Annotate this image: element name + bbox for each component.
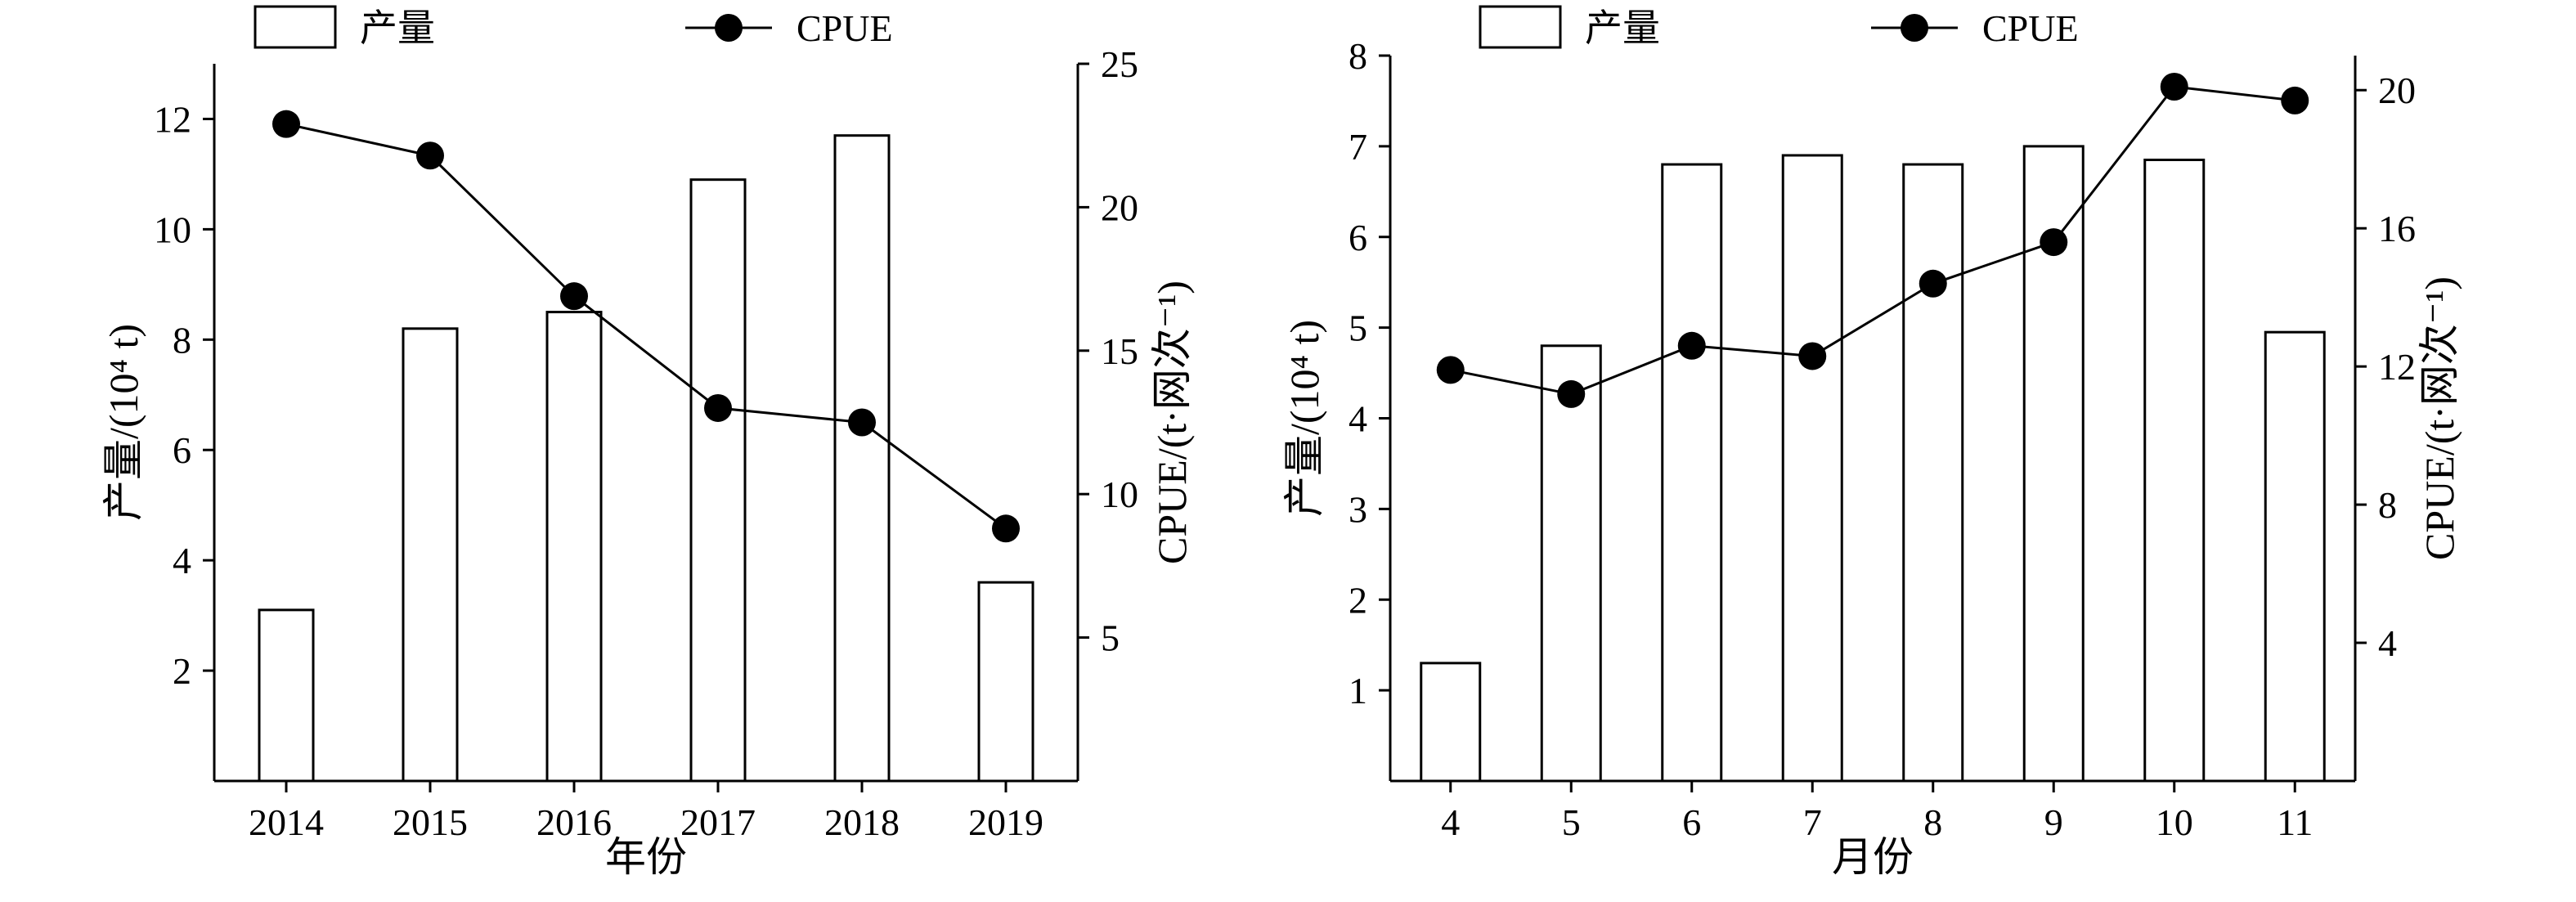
left-tick-label: 2 bbox=[173, 650, 191, 692]
annual-chart: 2 4 6 8 10 12 5 10 15 20 25 2014 2015 2016 2017 2018 201… bbox=[101, 5, 1195, 880]
x-tick-label: 7 bbox=[1803, 801, 1822, 843]
left-tick-label: 3 bbox=[1349, 488, 1367, 530]
right-axis-title: CPUE/(t·网次⁻¹) bbox=[2417, 276, 2462, 560]
right-tick-label: 4 bbox=[2378, 622, 2397, 664]
right-tick-label: 8 bbox=[2378, 484, 2397, 526]
left-tick-label: 12 bbox=[154, 98, 191, 140]
legend-bar-swatch bbox=[1479, 5, 1562, 49]
legend-bar-label: 产量 bbox=[360, 7, 435, 49]
x-tick-label: 5 bbox=[1562, 801, 1581, 843]
left-tick-label: 8 bbox=[173, 319, 191, 361]
bar-4 bbox=[1420, 662, 1482, 783]
x-axis-title: 年份 bbox=[605, 834, 687, 880]
cpue-point-2016 bbox=[560, 282, 588, 311]
bar-8 bbox=[1902, 163, 1964, 783]
cpue-point-5 bbox=[1557, 379, 1586, 408]
cpue-point-2019 bbox=[992, 514, 1020, 543]
cpue-point-8 bbox=[1919, 269, 1947, 298]
right-tick-label: 10 bbox=[1101, 473, 1138, 515]
cpue-line bbox=[285, 123, 1007, 530]
cpue-point-2014 bbox=[272, 110, 300, 138]
x-tick-label: 2014 bbox=[249, 801, 324, 843]
x-tick-label: 4 bbox=[1441, 801, 1460, 843]
legend-line-marker bbox=[1901, 14, 1928, 42]
x-tick-label: 2019 bbox=[968, 801, 1043, 843]
bar-5 bbox=[1540, 344, 1602, 783]
bar-2018 bbox=[833, 134, 891, 783]
legend-line-label: CPUE bbox=[797, 7, 893, 49]
x-tick-label: 2016 bbox=[536, 801, 612, 843]
bar-7 bbox=[1781, 154, 1843, 783]
left-tick-label: 8 bbox=[1349, 35, 1367, 77]
cpue-point-2017 bbox=[704, 393, 732, 422]
right-tick-label: 12 bbox=[2378, 346, 2416, 388]
x-tick-label: 2015 bbox=[393, 801, 468, 843]
x-tick-label: 6 bbox=[1682, 801, 1701, 843]
left-axis-title: 产量/(10⁴ t) bbox=[1281, 320, 1327, 517]
bar-2014 bbox=[258, 608, 315, 783]
right-tick-label: 16 bbox=[2378, 208, 2416, 249]
legend-bar-label: 产量 bbox=[1585, 7, 1660, 49]
right-tick-label: 15 bbox=[1101, 330, 1138, 372]
cpue-point-2015 bbox=[416, 141, 444, 170]
left-tick-label: 7 bbox=[1349, 126, 1367, 168]
left-tick-label: 1 bbox=[1349, 670, 1367, 711]
cpue-point-9 bbox=[2040, 228, 2068, 257]
bar-2016 bbox=[545, 311, 603, 783]
left-tick-label: 6 bbox=[173, 429, 191, 471]
left-tick-label: 4 bbox=[173, 540, 191, 581]
x-tick-label: 9 bbox=[2044, 801, 2063, 843]
x-tick-label: 2017 bbox=[680, 801, 756, 843]
legend-line-label: CPUE bbox=[1982, 7, 2079, 49]
right-axis-title: CPUE/(t·网次⁻¹) bbox=[1149, 280, 1195, 564]
x-tick-label: 8 bbox=[1923, 801, 1942, 843]
left-tick-label: 2 bbox=[1349, 579, 1367, 621]
bar-2019 bbox=[977, 581, 1034, 783]
bar-10 bbox=[2143, 159, 2206, 783]
legend-bar-swatch bbox=[254, 5, 337, 49]
left-tick-label: 5 bbox=[1349, 307, 1367, 349]
right-tick-label: 20 bbox=[1101, 186, 1138, 228]
legend-line-marker bbox=[715, 14, 743, 42]
left-tick-label: 4 bbox=[1349, 398, 1367, 440]
cpue-point-7 bbox=[1798, 342, 1827, 370]
cpue-point-11 bbox=[2281, 86, 2309, 114]
bar-11 bbox=[2264, 330, 2326, 783]
right-tick-label: 20 bbox=[2378, 70, 2416, 111]
cpue-point-6 bbox=[1677, 331, 1706, 360]
left-axis-title: 产量/(10⁴ t) bbox=[101, 324, 146, 521]
x-tick-label: 10 bbox=[2156, 801, 2193, 843]
x-tick-label: 2018 bbox=[824, 801, 900, 843]
left-tick-label: 10 bbox=[154, 209, 191, 250]
left-tick-label: 6 bbox=[1349, 217, 1367, 258]
x-tick-label: 11 bbox=[2277, 801, 2313, 843]
cpue-point-2018 bbox=[848, 408, 876, 437]
cpue-line bbox=[1450, 85, 2296, 396]
bar-2017 bbox=[689, 178, 747, 783]
bar-6 bbox=[1661, 163, 1723, 783]
cpue-point-10 bbox=[2160, 73, 2188, 101]
cpue-point-4 bbox=[1436, 356, 1465, 384]
right-tick-label: 5 bbox=[1101, 617, 1120, 659]
right-tick-label: 25 bbox=[1101, 43, 1138, 85]
bar-9 bbox=[2022, 145, 2085, 783]
x-axis-title: 月份 bbox=[1832, 834, 1914, 880]
bar-2015 bbox=[402, 327, 459, 783]
